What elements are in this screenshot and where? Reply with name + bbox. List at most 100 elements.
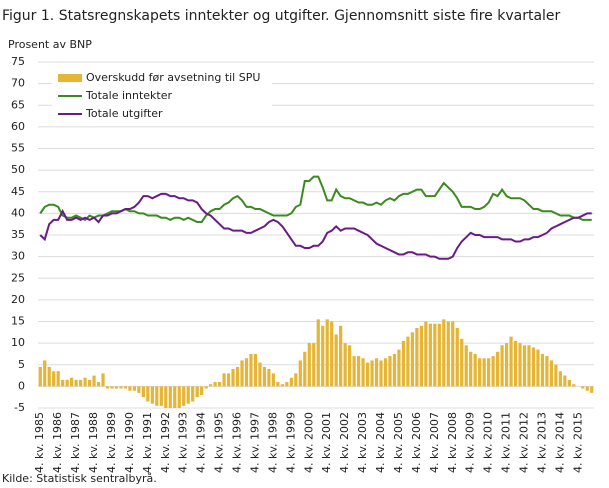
- x-tick-label: 4. kv. 2007: [428, 412, 441, 473]
- bar: [352, 356, 356, 387]
- x-tick-label: 4. kv. 2006: [410, 412, 423, 473]
- bar: [105, 386, 110, 389]
- bar: [110, 386, 114, 389]
- bar: [191, 386, 195, 402]
- bar: [334, 334, 338, 387]
- bar: [527, 345, 531, 387]
- bar: [231, 369, 235, 387]
- x-tick-label: 4. kv. 1993: [177, 412, 190, 473]
- bar: [222, 373, 226, 387]
- y-tick-label: 25: [11, 271, 25, 284]
- bar: [545, 356, 549, 387]
- bar: [325, 319, 329, 387]
- x-tick-label: 4. kv. 2012: [518, 412, 531, 473]
- bar: [581, 386, 585, 389]
- bar: [78, 379, 83, 387]
- bar: [285, 382, 289, 387]
- bar: [370, 360, 374, 387]
- bar: [540, 353, 545, 387]
- bar: [374, 358, 379, 387]
- bar: [204, 386, 208, 389]
- x-tick-label: 4. kv. 2001: [320, 412, 333, 473]
- bar: [424, 321, 428, 387]
- bar: [522, 345, 527, 387]
- x-tick-label: 4. kv. 2013: [535, 412, 548, 473]
- bar: [74, 379, 78, 387]
- bar: [128, 386, 132, 391]
- bar: [307, 343, 311, 387]
- x-tick-label: 4. kv. 2000: [302, 412, 315, 473]
- x-tick-label: 4. kv. 1986: [51, 412, 64, 473]
- bar: [567, 379, 571, 387]
- bar: [410, 332, 415, 387]
- x-tick-label: 4. kv. 2014: [553, 412, 566, 473]
- bar: [177, 386, 181, 408]
- y-tick-label: 35: [11, 228, 25, 241]
- bar: [460, 338, 464, 387]
- x-tick-label: 4. kv. 1994: [195, 412, 208, 473]
- bar: [428, 323, 432, 387]
- bar: [379, 360, 383, 387]
- bar: [330, 321, 334, 387]
- bar: [401, 340, 406, 387]
- bar: [182, 386, 186, 406]
- bar: [217, 382, 222, 387]
- bar: [137, 386, 141, 393]
- legend-label: Totale inntekter: [85, 89, 172, 102]
- bar: [235, 366, 240, 387]
- bar: [321, 325, 325, 387]
- line: [39, 192, 592, 260]
- x-tick-label: 4. kv. 1985: [33, 412, 46, 473]
- y-axis-label: Prosent av BNP: [8, 38, 92, 51]
- bar: [101, 373, 105, 387]
- x-tick-label: 4. kv. 2003: [356, 412, 369, 473]
- bar: [549, 360, 554, 387]
- bar: [455, 327, 459, 387]
- y-tick-label: 55: [11, 142, 25, 155]
- bar: [168, 386, 172, 408]
- bar: [159, 386, 163, 406]
- bar: [491, 356, 495, 387]
- y-tick-label: 15: [11, 315, 25, 328]
- bar: [65, 379, 69, 387]
- y-tick-label: 60: [11, 120, 25, 133]
- bar: [572, 384, 576, 387]
- bar: [38, 366, 42, 387]
- bar: [563, 375, 567, 387]
- x-tick-label: 4. kv. 2015: [571, 412, 584, 473]
- x-tick-label: 4. kv. 1999: [284, 412, 297, 473]
- x-tick-label: 4. kv. 2004: [374, 412, 387, 473]
- bar: [495, 351, 500, 387]
- x-tick-label: 4. kv. 1998: [266, 412, 279, 473]
- bar: [173, 386, 177, 408]
- bar: [87, 379, 92, 387]
- x-tick-label: 4. kv. 2005: [392, 412, 405, 473]
- bar: [119, 386, 123, 389]
- bar: [509, 336, 513, 387]
- x-tick-label: 4. kv. 1989: [105, 412, 118, 473]
- bar: [392, 353, 397, 387]
- bar: [469, 351, 473, 387]
- bar: [271, 373, 276, 387]
- bar: [482, 358, 486, 387]
- bar: [61, 379, 65, 387]
- bar: [141, 386, 145, 398]
- x-tick-label: 4. kv. 1987: [69, 412, 82, 473]
- bar: [531, 347, 536, 387]
- bar: [70, 377, 74, 387]
- bar: [406, 336, 410, 387]
- source: Kilde: Statistisk sentralbyrå.: [2, 472, 157, 485]
- bar: [114, 386, 119, 389]
- bar: [47, 366, 51, 387]
- bar: [504, 343, 509, 387]
- x-tick-label: 4. kv. 1991: [141, 412, 154, 473]
- bar: [280, 384, 284, 387]
- bar: [213, 382, 217, 387]
- bar: [150, 386, 154, 404]
- bar: [478, 358, 482, 387]
- x-tick-label: 4. kv. 2002: [338, 412, 351, 473]
- bar: [83, 377, 87, 387]
- x-tick-label: 4. kv. 2009: [464, 412, 477, 473]
